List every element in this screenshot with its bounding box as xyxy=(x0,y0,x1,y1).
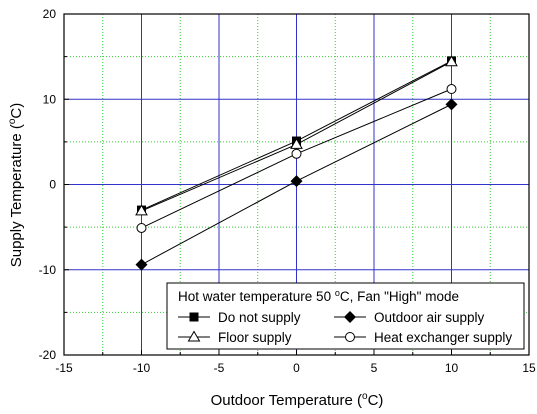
series-1 xyxy=(135,98,458,271)
x-tick-label: 5 xyxy=(371,361,378,375)
x-tick-label: -5 xyxy=(214,361,225,375)
data-point xyxy=(290,137,303,149)
y-tick-label: -20 xyxy=(39,348,57,362)
series-layer xyxy=(135,55,458,271)
y-tick-label: 20 xyxy=(43,7,57,21)
y-tick-label: 10 xyxy=(43,92,57,106)
plot-frame xyxy=(63,13,530,356)
legend-marker-diamond-icon xyxy=(344,311,356,323)
data-point xyxy=(135,204,148,216)
y-tick-label: 0 xyxy=(49,178,56,192)
x-tick-label: -10 xyxy=(133,361,151,375)
data-point xyxy=(291,148,302,159)
y-axis-label: Supply Temperature (oC) xyxy=(7,103,25,268)
legend-item: Outdoor air supply xyxy=(334,310,485,325)
x-tick-label: 10 xyxy=(445,361,459,375)
y-tick-label: -10 xyxy=(39,263,57,277)
legend-item: Do not supply xyxy=(178,310,301,325)
legend-item: Floor supply xyxy=(178,330,292,345)
legend-label: Floor supply xyxy=(218,330,292,345)
series-3 xyxy=(136,84,457,233)
data-point xyxy=(135,258,148,271)
legend-marker-triangle-icon xyxy=(187,330,201,342)
data-point xyxy=(290,175,303,188)
legend-marker-circle-icon xyxy=(345,332,355,342)
data-point xyxy=(445,55,458,67)
legend-items: Do not supply Outdoor air supply Floor sup… xyxy=(178,310,512,345)
legend: Hot water temperature 50 oC, Fan "High" … xyxy=(166,282,525,350)
x-tick-label: 0 xyxy=(293,361,300,375)
x-axis-label: Outdoor Temperature (oC) xyxy=(211,391,384,409)
data-point xyxy=(446,84,457,95)
x-tick-label: 15 xyxy=(522,361,536,375)
legend-label: Outdoor air supply xyxy=(374,310,485,325)
axis-ticks: -15 -10 -5 0 5 10 15 -20 -10 0 10 20 xyxy=(39,7,536,375)
x-tick-label: -15 xyxy=(55,361,73,375)
legend-label: Heat exchanger supply xyxy=(374,330,512,345)
legend-title: Hot water temperature 50 oC, Fan "High" … xyxy=(178,288,459,304)
legend-marker-square-icon xyxy=(189,312,199,322)
legend-item: Heat exchanger supply xyxy=(334,330,512,345)
data-point xyxy=(136,222,147,233)
data-point xyxy=(445,98,458,111)
series-2 xyxy=(135,55,458,216)
legend-label: Do not supply xyxy=(218,310,301,325)
